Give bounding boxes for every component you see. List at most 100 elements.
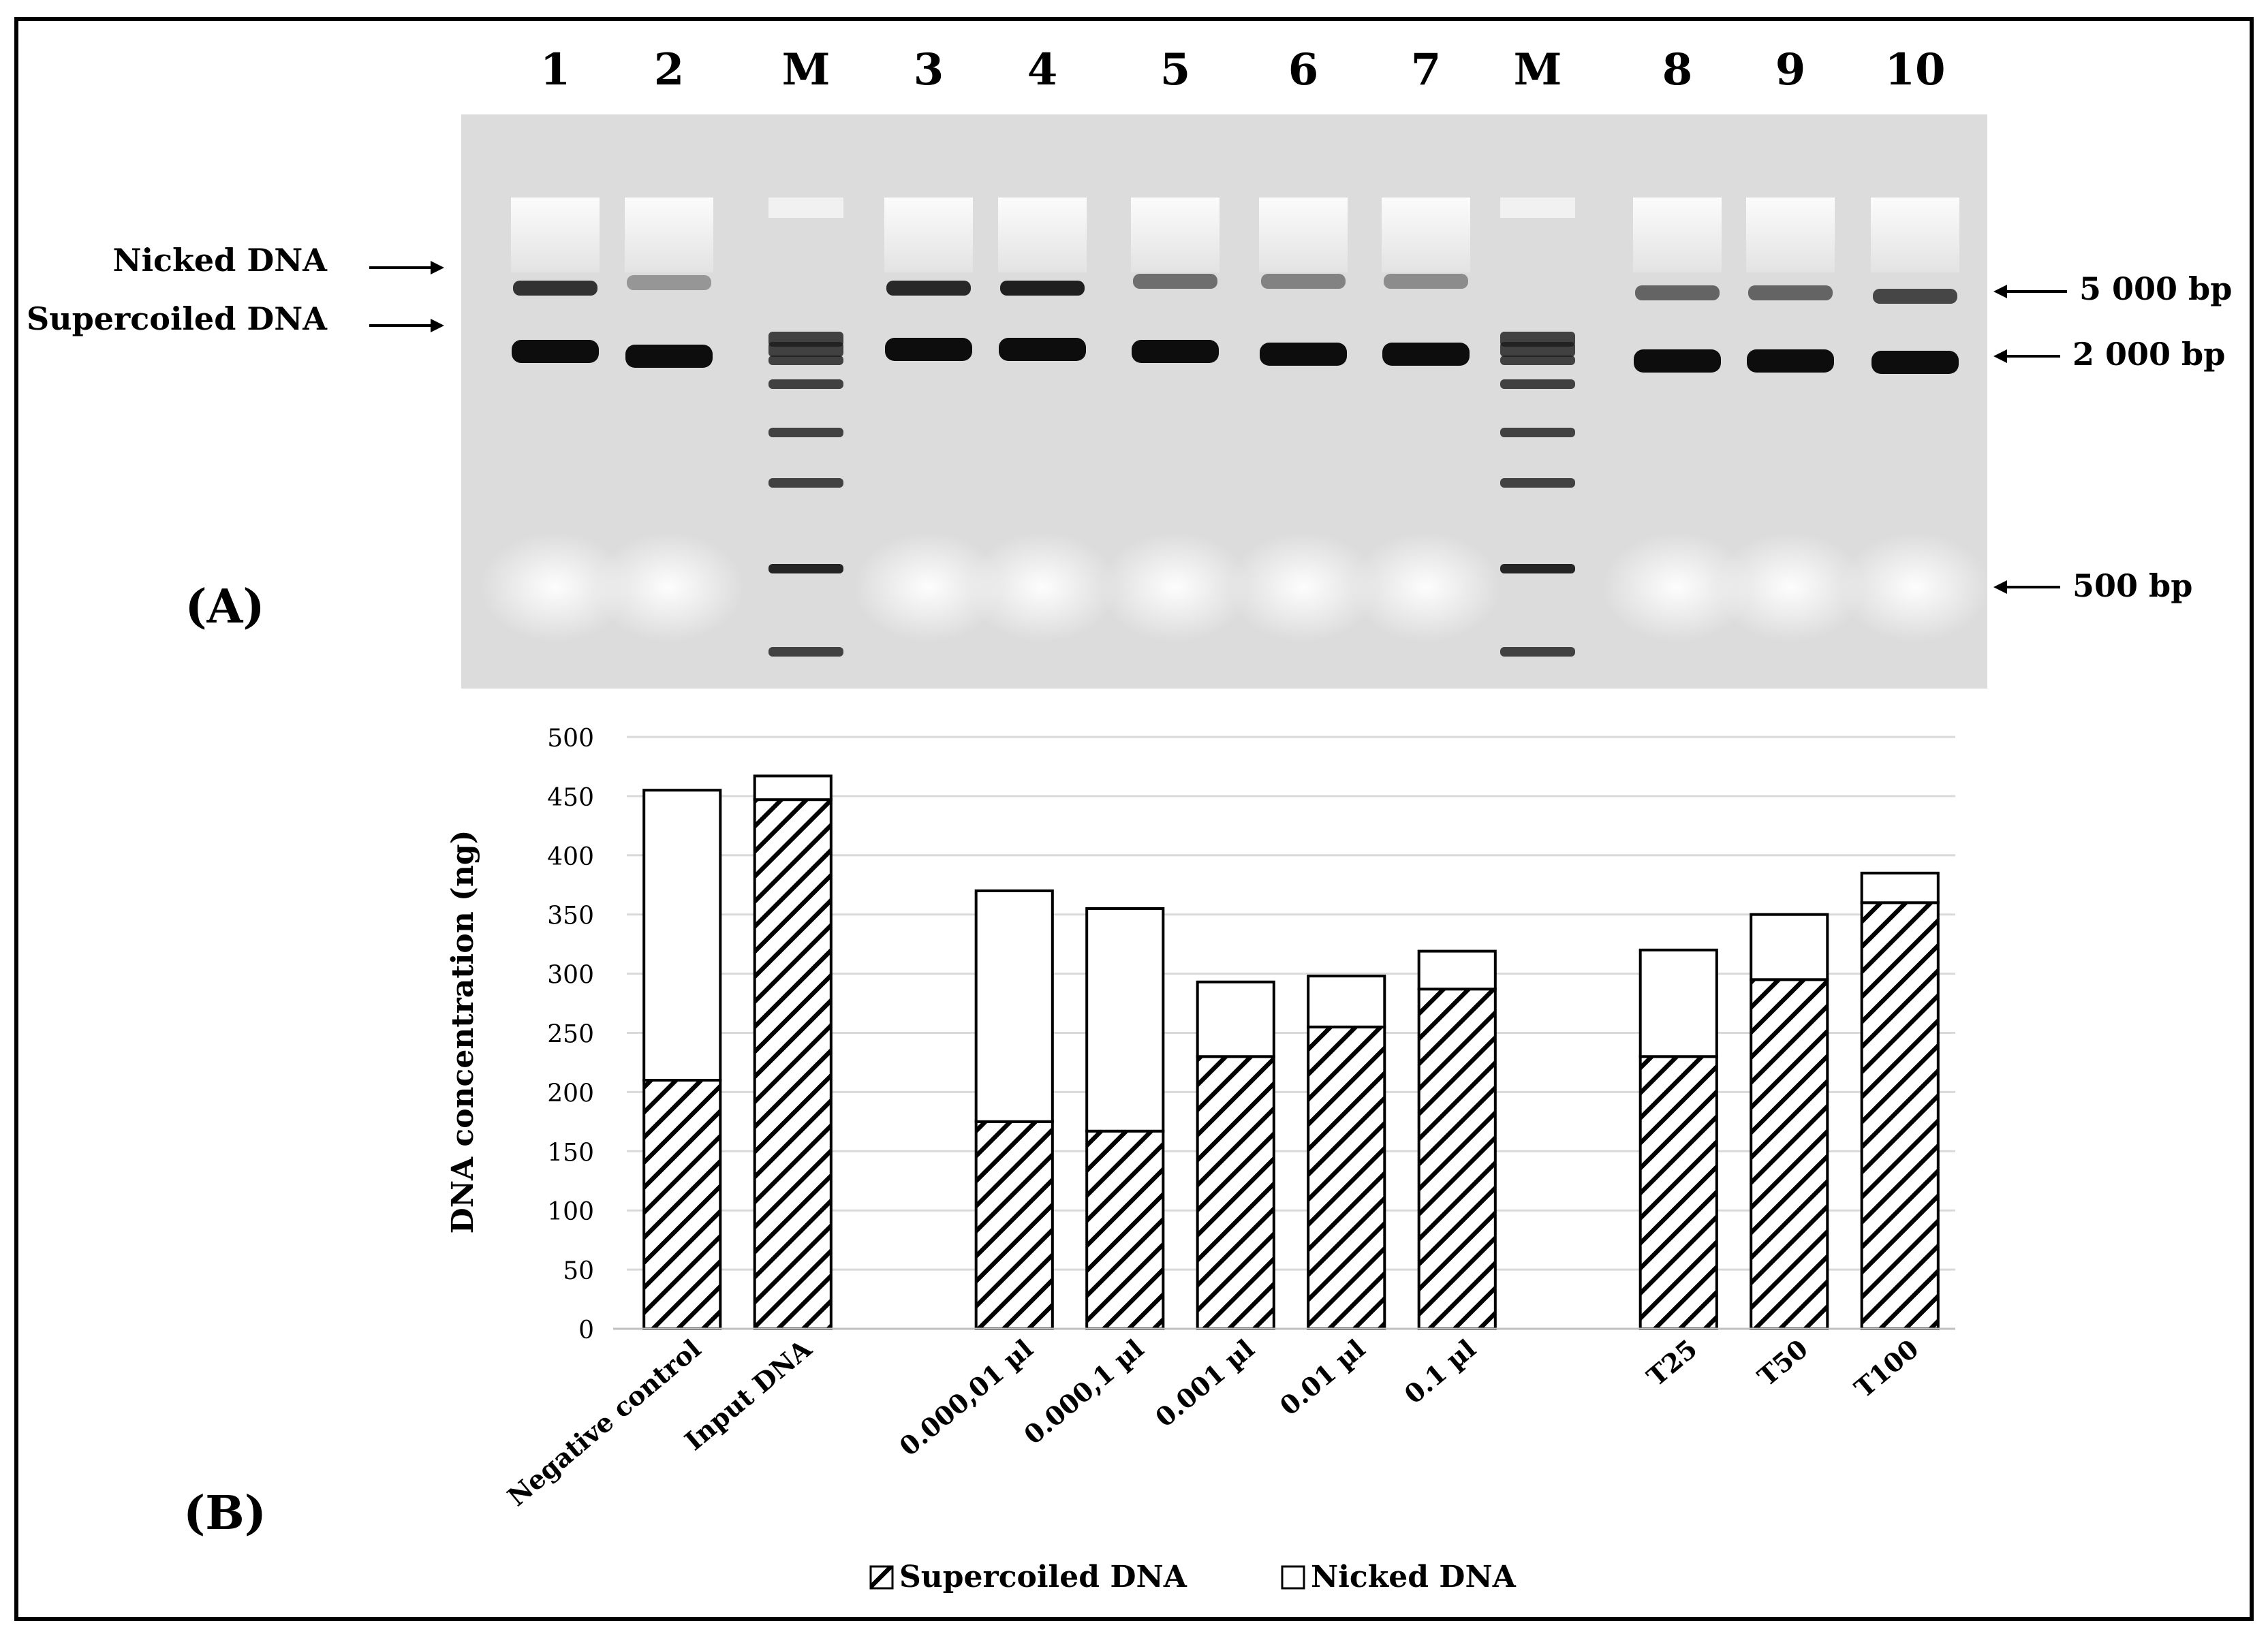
supercoiled-dna-band — [885, 338, 972, 361]
y-tick-label: 250 — [547, 1021, 594, 1049]
gel-panel: 1 2 M 3 4 5 6 7 M 8 9 10 Nicked DNA Supercoiled DNA… — [27, 44, 2232, 689]
ladder-band — [1500, 428, 1575, 437]
bar-supercoiled — [1417, 988, 1497, 1330]
500bp-label: 500 bp — [2072, 567, 2192, 604]
ladder-band — [1500, 478, 1575, 488]
ladder-band — [1500, 379, 1575, 389]
lane-label-5: 5 — [1160, 44, 1191, 95]
ladder-band — [768, 564, 843, 573]
sample-well — [1259, 198, 1348, 272]
dye-front-glow — [967, 533, 1117, 642]
bar-supercoiled — [1750, 978, 1829, 1331]
lane-label-8: 8 — [1662, 44, 1693, 95]
lane-label-10: 10 — [1884, 44, 1945, 95]
2000bp-label: 2 000 bp — [2072, 336, 2225, 373]
bar-supercoiled — [753, 798, 833, 1330]
y-tick-label: 500 — [547, 725, 594, 753]
bar-supercoiled — [1085, 1129, 1165, 1331]
y-tick-label: 450 — [547, 784, 594, 812]
bar-nicked — [1750, 913, 1829, 981]
dye-front-glow — [1840, 533, 1990, 642]
lane-label-4: 4 — [1027, 44, 1058, 95]
5000bp-label: 5 000 bp — [2079, 270, 2232, 307]
legend-swatch — [1281, 1565, 1305, 1590]
gridlines — [627, 736, 1955, 1271]
y-tick-label: 300 — [547, 962, 594, 990]
ladder-band — [1500, 342, 1575, 357]
sample-well — [884, 198, 973, 272]
bar-supercoiled — [974, 1120, 1054, 1330]
sample-well — [1633, 198, 1722, 272]
nicked-dna-band — [1000, 281, 1085, 296]
sample-well — [998, 198, 1087, 272]
y-axis-ticks: 0 50 100 150 200 250 300 350 400 450 500 — [547, 725, 594, 1344]
bar-nicked — [974, 889, 1054, 1123]
y-tick-label: 350 — [547, 902, 594, 930]
dye-front-glow — [1602, 533, 1752, 642]
bar-supercoiled — [1196, 1055, 1275, 1330]
figure-frame — [14, 17, 2254, 1621]
nicked-dna-band — [1873, 289, 1957, 304]
y-tick-label: 50 — [563, 1257, 594, 1285]
ladder-band — [768, 478, 843, 488]
bars — [642, 774, 1940, 1331]
supercoiled-dna-band — [1382, 343, 1470, 366]
legend: Supercoiled DNA Nicked DNA — [869, 1560, 1517, 1594]
ladder-band — [768, 647, 843, 657]
bar-nicked — [753, 774, 833, 802]
lane-label-7: 7 — [1411, 44, 1442, 95]
ladder-band — [768, 379, 843, 389]
bar-nicked — [1417, 949, 1497, 991]
x-tick-label: Negative control — [501, 1333, 706, 1512]
lane-label-1: 1 — [540, 44, 571, 95]
y-tick-label: 100 — [547, 1198, 594, 1226]
bar-nicked — [1638, 948, 1718, 1058]
sample-well — [1131, 198, 1220, 272]
supercoiled-dna-band — [512, 340, 599, 363]
nicked-dna-band — [1635, 285, 1720, 300]
supercoiled-dna-band — [625, 345, 713, 368]
supercoiled-dna-label: Supercoiled DNA — [27, 300, 328, 337]
marker-well — [1500, 198, 1575, 218]
x-tick-label: 0.001 µl — [1149, 1333, 1260, 1433]
x-tick-label: 0.000,01 µl — [893, 1333, 1038, 1462]
bar-nicked — [1085, 907, 1165, 1133]
supercoiled-dna-band — [1260, 343, 1347, 366]
sample-well — [625, 198, 713, 272]
dye-front-glow — [854, 533, 1004, 642]
supercoiled-dna-band — [1132, 340, 1219, 363]
nicked-dna-band — [627, 275, 711, 290]
bar-supercoiled — [1307, 1025, 1386, 1331]
ladder-band — [1500, 647, 1575, 657]
ladder-band — [768, 428, 843, 437]
bar-nicked — [1307, 975, 1386, 1028]
ladder-band — [768, 356, 843, 365]
nicked-dna-arrowhead — [431, 261, 444, 274]
2000bp-arrowhead — [1993, 349, 2007, 363]
bar-supercoiled — [1860, 901, 1940, 1330]
legend-label: Nicked DNA — [1311, 1560, 1517, 1594]
sample-well — [1382, 198, 1470, 272]
sample-well — [1746, 198, 1835, 272]
x-tick-label: 0.01 µl — [1274, 1333, 1371, 1421]
bar-nicked — [1196, 980, 1275, 1058]
supercoiled-dna-arrowhead — [431, 319, 444, 332]
x-tick-label: 0.000,1 µl — [1018, 1333, 1149, 1450]
5000bp-arrowhead — [1993, 285, 2007, 298]
dye-front-glow — [1228, 533, 1378, 642]
bar-chart-panel: 0 50 100 150 200 250 300 350 400 450 500 Negative … — [183, 725, 1955, 1594]
ladder-band — [1500, 356, 1575, 365]
lane-label-2: 2 — [654, 44, 685, 95]
sample-well — [1871, 198, 1959, 272]
sample-well — [511, 198, 600, 272]
dye-front-glow — [1351, 533, 1501, 642]
marker-well — [768, 198, 843, 218]
lane-label-marker: M — [782, 44, 830, 95]
nicked-dna-band — [1384, 274, 1468, 289]
ladder-band — [768, 342, 843, 357]
y-tick-label: 150 — [547, 1139, 594, 1167]
bar-supercoiled — [1638, 1055, 1718, 1330]
x-tick-label: 0.1 µl — [1398, 1333, 1481, 1410]
